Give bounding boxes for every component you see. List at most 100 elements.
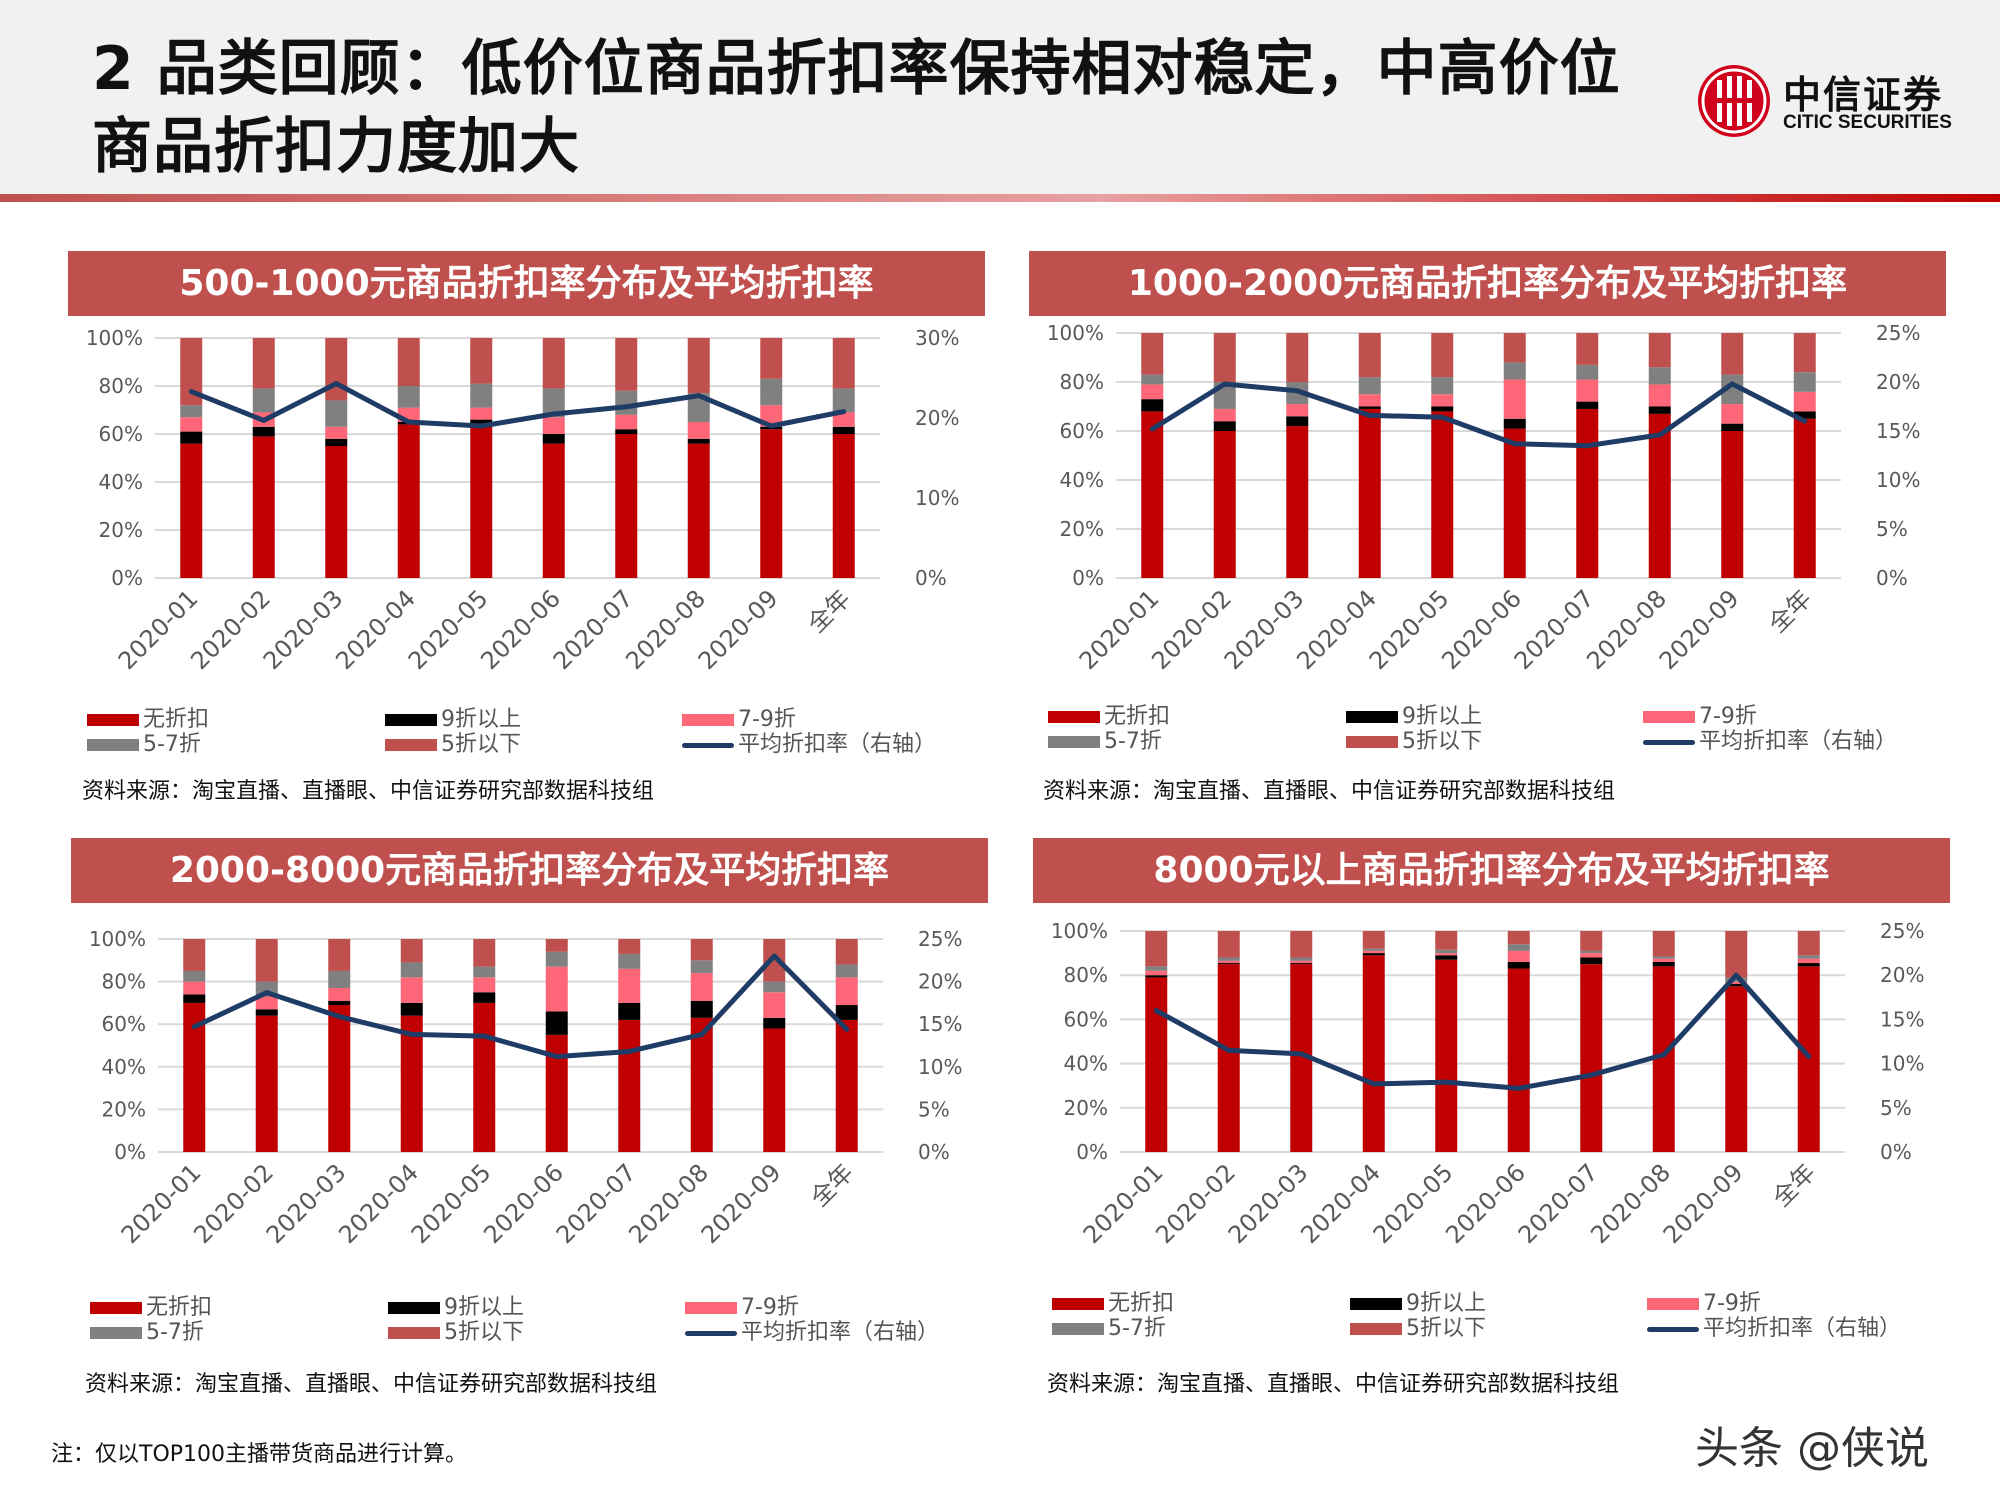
legend-swatch — [1643, 739, 1695, 745]
legend-item: 无折扣 — [1052, 1290, 1174, 1318]
line-point — [1802, 418, 1808, 424]
y2-tick-label: 5% — [1876, 517, 1908, 541]
legend-swatch — [385, 714, 437, 726]
bar-segment — [1145, 975, 1168, 978]
x-tick-label: 全年 — [1763, 584, 1817, 638]
y2-tick-label: 0% — [1880, 1140, 1912, 1164]
bar-segment — [1141, 411, 1164, 578]
bar-segment — [1721, 423, 1744, 431]
y2-tick-label: 5% — [1880, 1096, 1912, 1120]
x-tick-label: 2020-04 — [333, 1158, 424, 1249]
bar-segment — [1503, 333, 1526, 363]
legend-swatch — [1052, 1323, 1104, 1335]
bar-segment — [1652, 956, 1675, 959]
legend-swatch — [388, 1327, 440, 1339]
bar-segment — [1145, 977, 1168, 1152]
legend-swatch — [1346, 711, 1398, 723]
legend-label: 5折以下 — [1406, 1316, 1486, 1341]
bar-segment — [618, 1002, 641, 1020]
legend-item: 5-7折 — [90, 1319, 204, 1347]
x-tick-label: 2020-08 — [623, 1158, 714, 1249]
chart-source: 资料来源：淘宝直播、直播眼、中信证券研究部数据科技组 — [85, 1372, 658, 1397]
bar-segment — [687, 438, 710, 444]
y2-tick-label: 25% — [1880, 919, 1924, 943]
bar-segment — [180, 431, 203, 444]
y-tick-label: 0% — [111, 566, 143, 590]
bar-segment — [255, 1015, 278, 1152]
legend-item: 5折以下 — [1350, 1315, 1486, 1343]
bar-segment — [1725, 986, 1748, 1152]
bar-segment — [328, 1005, 351, 1152]
bar-segment — [1793, 372, 1816, 392]
x-tick-label: 2020-07 — [1509, 584, 1600, 675]
bar-segment — [1213, 421, 1236, 431]
y2-tick-label: 15% — [918, 1012, 962, 1036]
line-point — [768, 423, 774, 429]
bar-segment — [690, 973, 713, 1001]
bar-segment — [473, 977, 496, 993]
legend-label: 9折以上 — [1402, 704, 1482, 729]
bar-segment — [1721, 374, 1744, 405]
x-tick-label: 2020-02 — [1146, 584, 1237, 675]
legend-item: 5折以下 — [385, 731, 521, 759]
bar-segment — [835, 1005, 858, 1020]
bar-segment — [473, 939, 496, 967]
bar-segment — [1141, 333, 1164, 375]
bar-segment — [1141, 374, 1164, 385]
line-point — [478, 423, 484, 429]
average-discount-line — [193, 953, 849, 1060]
line-point — [844, 1026, 850, 1032]
bar-segment — [252, 388, 275, 413]
bar-segment — [473, 1002, 496, 1152]
bar-segment — [763, 1028, 786, 1152]
line-point — [264, 990, 270, 996]
citic-logo: 中信证券 CITIC SECURITIES — [1695, 62, 1975, 142]
citic-emblem-icon — [1698, 65, 1770, 137]
y-tick-label: 100% — [1047, 321, 1104, 345]
legend-swatch — [388, 1302, 440, 1314]
y2-tick-label: 25% — [918, 927, 962, 951]
bar-segment — [180, 405, 203, 418]
x-tick-label: 2020-09 — [1654, 584, 1745, 675]
bar-segment — [1145, 931, 1168, 967]
y-tick-label: 20% — [99, 518, 143, 542]
legend-swatch — [1048, 736, 1100, 748]
legend-label: 无折扣 — [143, 707, 210, 732]
bar-segment — [1580, 964, 1603, 1152]
x-tick-label: 2020-09 — [1658, 1158, 1749, 1249]
y2-tick-label: 10% — [1876, 468, 1920, 492]
y-tick-label: 40% — [102, 1055, 146, 1079]
x-tick-label: 2020-06 — [478, 1158, 569, 1249]
line-point — [336, 1014, 342, 1020]
x-tick-label: 2020-04 — [1295, 1158, 1386, 1249]
line-point — [1443, 1079, 1449, 1085]
average-discount-line — [190, 381, 845, 429]
bar-segment — [1648, 333, 1671, 368]
line-point — [1371, 1081, 1377, 1087]
line-point — [771, 953, 777, 959]
bar-segment — [687, 338, 710, 394]
x-tick-label: 2020-09 — [693, 584, 784, 675]
bar-segment — [1576, 408, 1599, 578]
legend-swatch — [90, 1302, 142, 1314]
chart-title: 8000元以上商品折扣率分布及平均折扣率 — [1033, 838, 1950, 903]
bar-segment — [1580, 957, 1603, 965]
bar-segment — [1793, 391, 1816, 412]
bar-segment — [1797, 963, 1820, 967]
bar-segment — [1576, 401, 1599, 409]
legend-label: 5-7折 — [143, 732, 201, 757]
bar-segment — [1793, 418, 1816, 578]
legend-item: 平均折扣率（右轴） — [1643, 728, 1897, 756]
bar-segment — [835, 1019, 858, 1152]
bar-segment — [1725, 977, 1748, 982]
legend-item: 9折以上 — [388, 1294, 524, 1322]
y-tick-label: 80% — [1060, 370, 1104, 394]
bar-segment — [542, 417, 565, 434]
bar-segment — [1217, 957, 1240, 961]
line-point — [1512, 441, 1518, 447]
legend-item: 5折以下 — [388, 1319, 524, 1347]
bar-segment — [1213, 408, 1236, 422]
x-tick-label: 2020-08 — [620, 584, 711, 675]
bar-segment — [1652, 961, 1675, 967]
bar-segment — [1431, 377, 1454, 395]
